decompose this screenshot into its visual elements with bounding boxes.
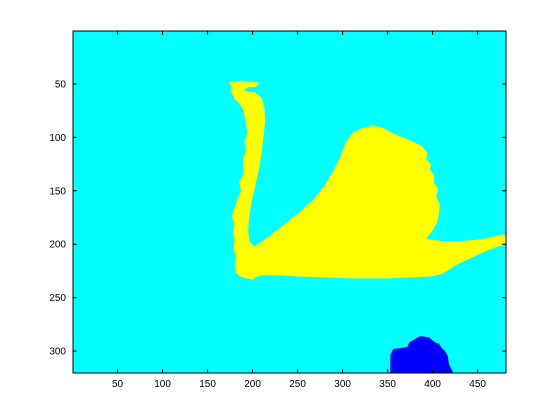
- x-tick-label: 250: [289, 379, 306, 390]
- region-swan: [229, 80, 506, 280]
- x-tick-label: 50: [112, 379, 124, 390]
- axis-ticks: [73, 31, 506, 373]
- region-rock: [390, 336, 454, 373]
- x-tick-label: 450: [469, 379, 486, 390]
- y-tick-label: 200: [49, 240, 66, 251]
- y-tick-label: 100: [49, 133, 66, 144]
- y-tick-label: 50: [55, 79, 67, 90]
- x-tick-label: 400: [424, 379, 441, 390]
- y-tick-label: 150: [49, 186, 66, 197]
- x-tick-label: 200: [244, 379, 261, 390]
- x-tick-label: 150: [199, 379, 216, 390]
- x-tick-label: 300: [334, 379, 351, 390]
- plot-area: [73, 31, 506, 373]
- y-tick-label: 250: [49, 293, 66, 304]
- x-tick-label: 350: [379, 379, 396, 390]
- x-tick-label: 100: [154, 379, 171, 390]
- axes-box: [72, 30, 507, 374]
- x-axis-tick-labels: 50 100 150 200 250 300 350 400 450: [112, 379, 486, 390]
- y-axis-tick-labels: 50 100 150 200 250 300: [49, 79, 66, 357]
- region-background: [73, 31, 506, 373]
- y-tick-label: 300: [49, 347, 66, 358]
